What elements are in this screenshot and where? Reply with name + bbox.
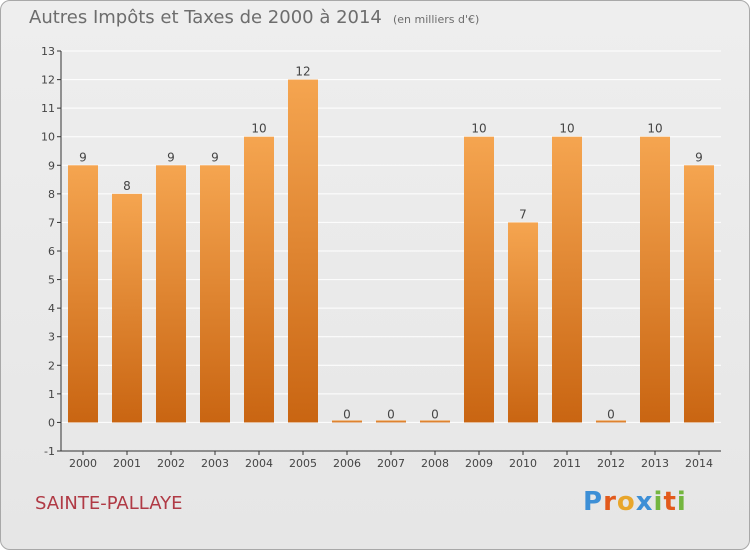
x-tick-label: 2001: [113, 457, 141, 470]
bars: [68, 79, 714, 423]
y-tick-label: 13: [41, 45, 55, 58]
bar-value-label: 0: [343, 407, 351, 421]
x-tick-label: 2008: [421, 457, 449, 470]
x-tick-label: 2013: [641, 457, 669, 470]
bar: [332, 420, 362, 423]
x-tick-label: 2010: [509, 457, 537, 470]
brand-letter: i: [653, 487, 664, 517]
title-unit: (en milliers d'€): [392, 13, 480, 26]
x-tick-label: 2007: [377, 457, 405, 470]
y-tick-label: 0: [48, 416, 55, 429]
bar: [464, 136, 494, 423]
bar-value-label: 9: [211, 150, 219, 164]
y-tick-label: 12: [41, 74, 55, 87]
bar-value-label: 10: [471, 122, 486, 136]
bar-value-label: 10: [647, 122, 662, 136]
y-tick-label: -1: [44, 445, 55, 458]
bar: [640, 136, 670, 423]
bar: [68, 165, 98, 423]
bar: [376, 420, 406, 423]
bar: [244, 136, 274, 423]
bar-value-label: 0: [607, 407, 615, 421]
bar-value-label: 0: [431, 407, 439, 421]
bar: [200, 165, 230, 423]
y-tick-label: 3: [48, 331, 55, 344]
bar: [288, 79, 318, 423]
bar: [112, 193, 142, 423]
x-tick-label: 2005: [289, 457, 317, 470]
bar: [508, 222, 538, 423]
bar: [420, 420, 450, 423]
brand-logo: Proxiti: [583, 487, 687, 517]
bar-value-label: 9: [167, 150, 175, 164]
value-labels: 9 8 9 9 10 12 0 0 0 10 7 10 0 10 9: [79, 65, 703, 422]
brand-letter: t: [663, 487, 677, 517]
x-tick-label: 2004: [245, 457, 273, 470]
x-tick-label: 2014: [685, 457, 713, 470]
bar-value-label: 12: [295, 65, 310, 79]
x-tick-label: 2009: [465, 457, 493, 470]
x-tick-label: 2000: [69, 457, 97, 470]
y-tick-label: 2: [48, 359, 55, 372]
bar: [156, 165, 186, 423]
y-tick-label: 7: [48, 216, 55, 229]
y-tick-label: 11: [41, 102, 55, 115]
bar-value-label: 9: [79, 150, 87, 164]
bar: [596, 420, 626, 423]
brand-letter: P: [583, 487, 604, 517]
brand-letter: x: [635, 487, 654, 517]
x-tick-labels: 2000 2001 2002 2003 2004 2005 2006 2007 2008 2009…: [69, 457, 713, 470]
y-tick-label: 1: [48, 388, 55, 401]
chart-title: Autres Impôts et Taxes de 2000 à 2014 (e…: [29, 7, 479, 28]
bar-value-label: 8: [123, 179, 131, 193]
x-tick-label: 2003: [201, 457, 229, 470]
x-tick-label: 2012: [597, 457, 625, 470]
x-tick-label: 2002: [157, 457, 185, 470]
y-tick-label: 9: [48, 159, 55, 172]
bar-value-label: 9: [695, 150, 703, 164]
x-tick-label: 2006: [333, 457, 361, 470]
y-tick-label: 6: [48, 245, 55, 258]
brand-letter: r: [603, 487, 617, 517]
bar-value-label: 0: [387, 407, 395, 421]
bar-value-label: 7: [519, 207, 527, 221]
brand-letter: o: [616, 487, 636, 517]
y-tick-label: 8: [48, 188, 55, 201]
place-name: SAINTE-PALLAYE: [35, 493, 183, 514]
bar-value-label: 10: [559, 122, 574, 136]
bar: [684, 165, 714, 423]
title-main: Autres Impôts et Taxes de 2000 à 2014: [29, 7, 382, 28]
y-tick-label: 4: [48, 302, 55, 315]
x-tick-label: 2011: [553, 457, 581, 470]
y-tick-label: 10: [41, 131, 55, 144]
brand-letter: i: [676, 487, 687, 517]
y-tick-label: 5: [48, 274, 55, 287]
bar-value-label: 10: [251, 122, 266, 136]
bar: [552, 136, 582, 423]
axes: [57, 50, 721, 455]
